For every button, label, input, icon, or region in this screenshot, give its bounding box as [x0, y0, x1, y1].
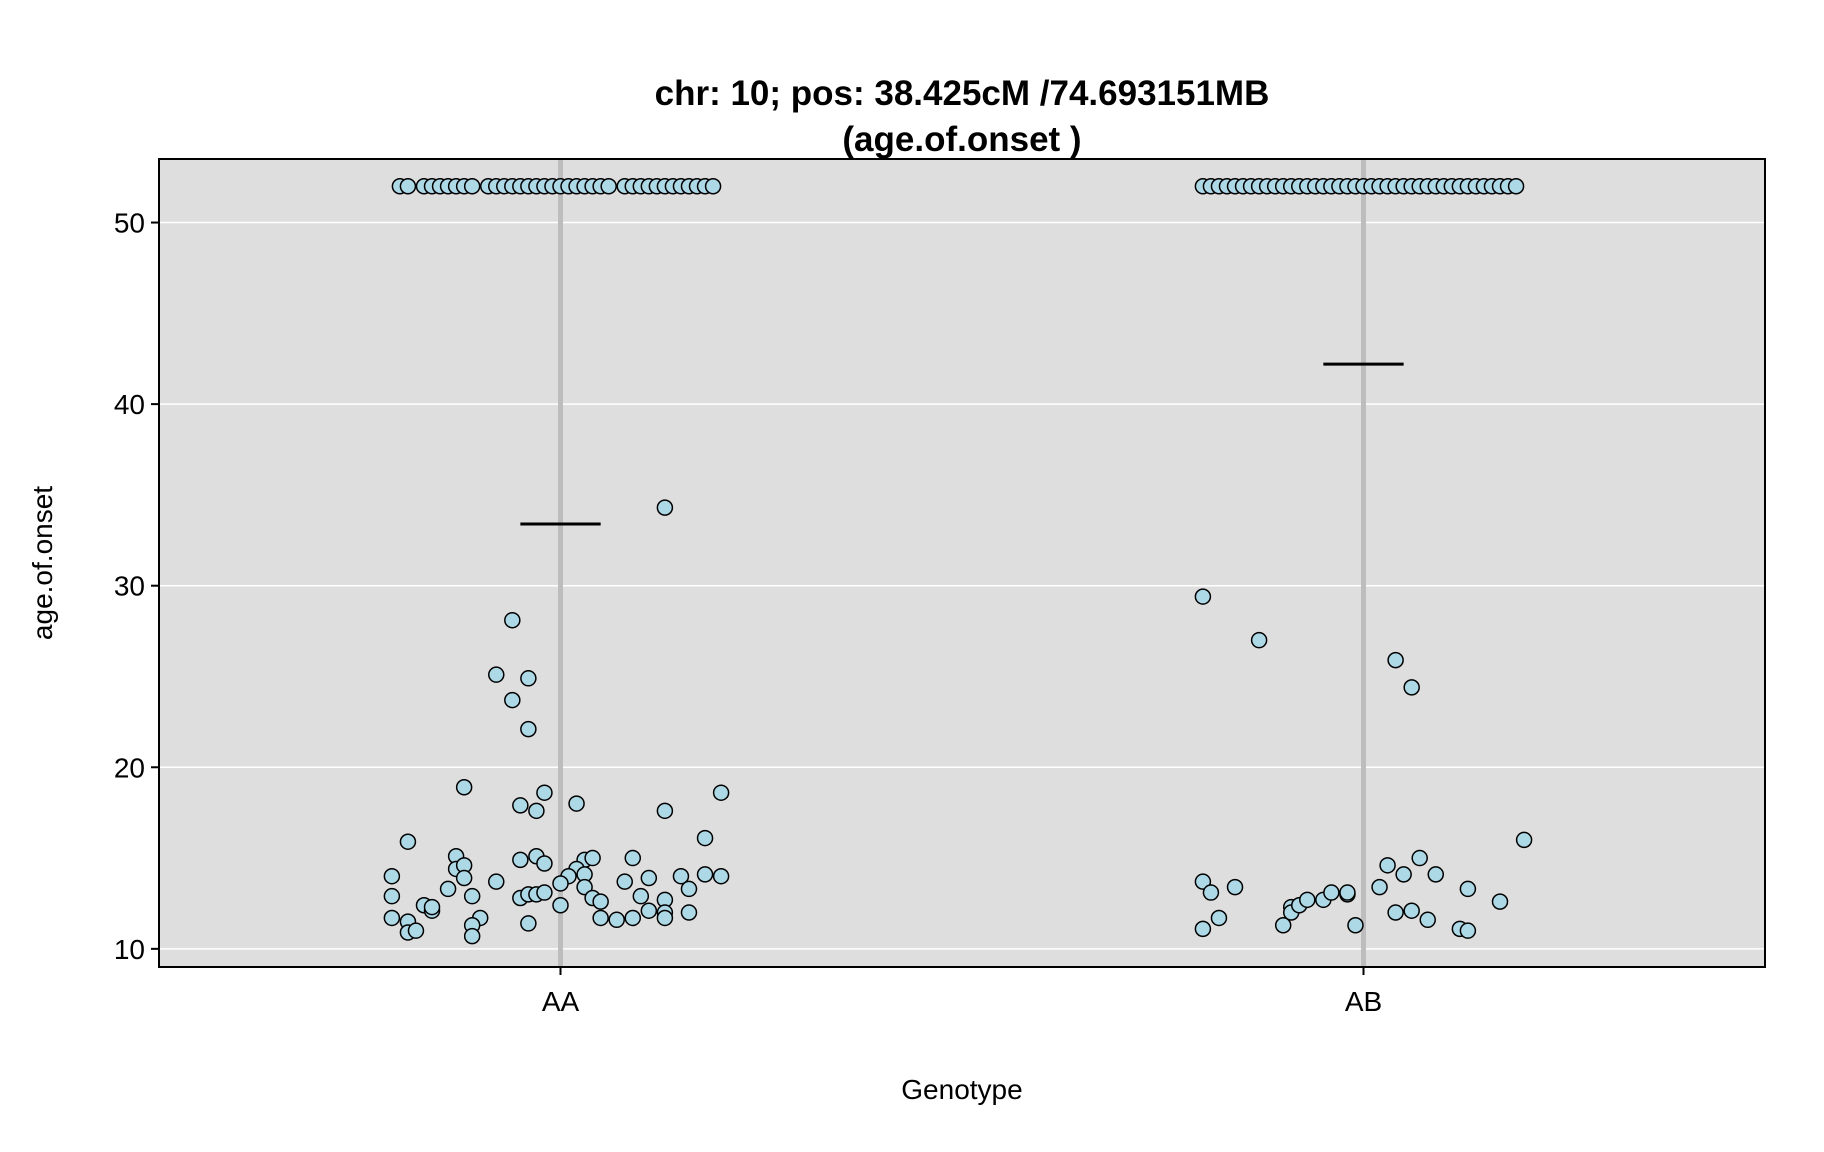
data-point-aa: [504, 691, 521, 709]
data-point-aa: [576, 878, 593, 896]
data-point-aa: [463, 177, 481, 195]
data-point-aa: [512, 797, 529, 814]
x-axis-label: Genotype: [901, 1074, 1022, 1105]
chart-title-line1: chr: 10; pos: 38.425cM /74.693151MB: [655, 74, 1270, 113]
data-point-aa: [624, 909, 642, 927]
data-point-aa: [696, 866, 714, 883]
data-point-aa: [672, 867, 690, 885]
data-point-ab: [1202, 884, 1220, 901]
data-point-aa: [504, 611, 521, 629]
data-point-aa: [568, 795, 585, 812]
data-point-ab: [1387, 651, 1404, 669]
data-point-aa: [552, 875, 569, 892]
data-point-aa: [463, 927, 481, 945]
data-point-aa: [592, 893, 609, 910]
data-point-aa: [455, 869, 473, 887]
y-axis-label: age.of.onset: [27, 486, 58, 640]
plot-panel: [159, 159, 1765, 967]
data-point-aa: [488, 873, 505, 890]
data-point-aa: [656, 909, 674, 927]
plot-border: [158, 158, 1766, 968]
data-point-ab: [1403, 902, 1420, 919]
y-tick-label: 30: [114, 571, 145, 602]
data-point-aa: [423, 898, 441, 916]
y-tick-label: 20: [114, 752, 145, 783]
data-point-ab: [1323, 884, 1340, 901]
data-point-aa: [656, 499, 674, 516]
data-point-aa: [520, 915, 537, 932]
y-axis-ticks: 10 20 30 40 50: [114, 208, 159, 965]
data-point-aa: [592, 909, 609, 927]
data-point-aa: [399, 833, 417, 850]
data-point-aa: [399, 177, 417, 195]
data-point-ab: [1395, 866, 1412, 883]
data-point-ab: [1347, 916, 1364, 934]
data-point-aa: [608, 911, 625, 929]
data-point-aa: [520, 720, 537, 738]
y-tick-label: 50: [114, 208, 145, 239]
data-points: [383, 177, 1533, 945]
data-point-ab: [1379, 857, 1396, 874]
x-tick-label-ab: AB: [1345, 986, 1382, 1017]
data-point-aa: [656, 802, 674, 820]
data-point-ab: [1299, 891, 1316, 909]
data-point-ab: [1194, 873, 1212, 890]
data-point-ab: [1194, 588, 1212, 605]
data-point-ab: [1194, 920, 1212, 938]
y-tick-label: 10: [114, 934, 145, 965]
data-point-ab: [1339, 884, 1356, 901]
data-point-ab: [1515, 831, 1533, 849]
data-point-ab: [1427, 866, 1445, 883]
data-point-ab: [1419, 911, 1436, 929]
data-point-aa: [520, 670, 537, 687]
data-point-aa: [616, 873, 633, 890]
data-point-aa: [383, 867, 401, 885]
data-point-aa: [383, 909, 401, 927]
data-point-aa: [439, 880, 457, 898]
data-point-ab: [1403, 679, 1420, 696]
data-point-ab: [1210, 909, 1228, 927]
data-point-ab: [1387, 904, 1404, 921]
data-point-aa: [680, 880, 698, 898]
data-point-aa: [704, 177, 722, 195]
data-point-ab: [1274, 916, 1292, 934]
data-point-aa: [640, 902, 658, 919]
data-point-ab: [1491, 893, 1509, 910]
chart-title-line2: (age.of.onset ): [842, 120, 1081, 159]
data-point-ab: [1250, 631, 1268, 649]
data-point-ab: [1459, 922, 1477, 939]
category-lines: [558, 159, 1366, 967]
data-point-aa: [488, 666, 505, 683]
data-point-aa: [712, 867, 730, 885]
mean-lines: [520, 362, 1404, 526]
data-point-ab: [1411, 849, 1428, 867]
data-point-aa: [536, 884, 553, 901]
grid-lines: [159, 221, 1765, 950]
data-point-ab: [1507, 177, 1525, 195]
x-tick-label-aa: AA: [542, 986, 580, 1017]
data-point-aa: [455, 778, 473, 796]
x-axis-ticks: AA AB: [542, 967, 1382, 1017]
data-point-aa: [552, 897, 569, 914]
data-point-ab: [1459, 880, 1477, 898]
data-point-aa: [712, 784, 730, 801]
data-point-aa: [640, 869, 658, 887]
data-point-aa: [536, 784, 553, 801]
data-point-aa: [624, 849, 642, 867]
data-point-aa: [512, 851, 529, 869]
data-point-aa: [584, 849, 601, 867]
data-point-ab: [1371, 878, 1388, 896]
data-point-aa: [696, 829, 714, 847]
data-point-aa: [680, 904, 698, 921]
data-point-aa: [383, 887, 401, 905]
data-point-aa: [536, 855, 553, 872]
data-point-ab: [1226, 878, 1244, 896]
data-point-aa: [600, 177, 617, 195]
data-point-aa: [528, 802, 545, 820]
data-point-aa: [407, 922, 425, 939]
data-point-aa: [632, 887, 650, 905]
y-tick-label: 40: [114, 389, 145, 420]
data-point-aa: [463, 887, 481, 905]
